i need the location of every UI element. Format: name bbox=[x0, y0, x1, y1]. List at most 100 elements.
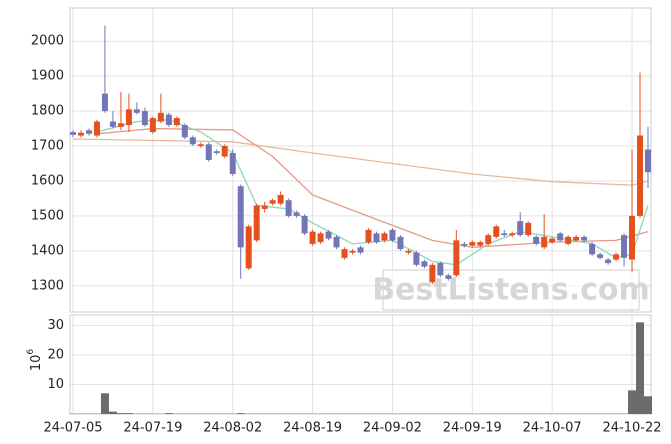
volume-bar bbox=[164, 413, 173, 414]
candle-body bbox=[317, 233, 324, 243]
candle-body bbox=[365, 229, 372, 243]
candle-body bbox=[133, 109, 140, 113]
candle-body bbox=[181, 125, 188, 138]
volume-bar bbox=[108, 411, 117, 414]
candle-body bbox=[485, 235, 492, 244]
candle-body bbox=[509, 233, 516, 236]
y-label-exponent: 6 bbox=[26, 349, 36, 355]
candle-body bbox=[70, 132, 76, 135]
candle-body bbox=[525, 222, 532, 236]
candle-body bbox=[429, 264, 436, 283]
y-tick-label: 1600 bbox=[31, 173, 64, 188]
volume-bar bbox=[124, 413, 133, 414]
candle-body bbox=[141, 111, 148, 126]
candle-body bbox=[533, 236, 540, 244]
candle-body bbox=[597, 254, 604, 258]
volume-bar bbox=[644, 396, 652, 414]
x-tick-label: 24-09-19 bbox=[443, 421, 502, 436]
x-tick-label: 24-10-22 bbox=[603, 421, 662, 436]
candle-body bbox=[613, 254, 620, 260]
candle-body bbox=[405, 250, 412, 253]
candle-body bbox=[477, 242, 484, 246]
candle-body bbox=[397, 236, 404, 250]
candle-body bbox=[253, 205, 260, 241]
candle-body bbox=[269, 200, 276, 204]
candle-body bbox=[565, 236, 572, 244]
candle-body bbox=[445, 275, 452, 279]
candle-body bbox=[349, 250, 356, 253]
candle-body bbox=[93, 121, 100, 136]
candle-body bbox=[413, 252, 420, 265]
y-label-base: 10 bbox=[29, 355, 44, 372]
candle-body bbox=[309, 231, 316, 244]
y-label: 106 bbox=[26, 349, 44, 372]
candle-body bbox=[381, 233, 388, 241]
candle-body bbox=[165, 114, 172, 126]
y-tick-label: 1300 bbox=[31, 278, 64, 293]
candle-body bbox=[333, 236, 340, 248]
price-panel bbox=[69, 7, 652, 313]
candle-body bbox=[197, 144, 204, 147]
x-tick-label: 24-09-02 bbox=[363, 421, 422, 436]
candle-body bbox=[469, 242, 476, 246]
candle-body bbox=[373, 233, 380, 243]
y-tick-label: 20 bbox=[47, 347, 64, 362]
y-tick-label: 1700 bbox=[31, 139, 64, 154]
candle-body bbox=[293, 212, 300, 216]
candle-body bbox=[157, 112, 164, 122]
candle-body bbox=[629, 215, 636, 260]
candle-body bbox=[517, 221, 524, 236]
candle-body bbox=[189, 137, 196, 145]
candle-body bbox=[325, 231, 332, 239]
candle-body bbox=[621, 235, 628, 258]
candle-body bbox=[501, 233, 508, 236]
candle-body bbox=[453, 240, 460, 276]
candle-body bbox=[645, 149, 651, 173]
candle-body bbox=[101, 93, 108, 112]
candle-body bbox=[245, 226, 252, 269]
watermark: BestListens.com bbox=[372, 273, 650, 308]
candle-body bbox=[421, 261, 428, 267]
candle-body bbox=[149, 118, 156, 133]
candle-body bbox=[549, 238, 556, 243]
watermark-box bbox=[382, 269, 640, 311]
candle-body bbox=[357, 247, 364, 253]
candle-body bbox=[285, 200, 292, 216]
candle-body bbox=[581, 236, 588, 241]
y-tick-label: 1400 bbox=[31, 243, 64, 258]
moving-average bbox=[72, 138, 649, 186]
volume-bar bbox=[116, 413, 125, 414]
moving-average bbox=[96, 127, 649, 249]
candle-body bbox=[557, 233, 564, 241]
volume-bar bbox=[636, 322, 645, 414]
volume-bar bbox=[236, 413, 245, 414]
candle-body bbox=[637, 135, 644, 216]
candle-body bbox=[125, 109, 132, 126]
candle-body bbox=[205, 144, 212, 160]
candle-body bbox=[229, 153, 236, 174]
candle-body bbox=[277, 194, 284, 204]
candle-body bbox=[605, 259, 612, 264]
candle-body bbox=[437, 263, 444, 276]
volume-panel bbox=[69, 314, 652, 415]
candle-body bbox=[589, 243, 596, 255]
y-tick-label: 2000 bbox=[31, 34, 64, 49]
candle-body bbox=[301, 215, 308, 234]
x-tick-label: 24-07-19 bbox=[123, 421, 182, 436]
candle-body bbox=[493, 226, 500, 237]
candle-body bbox=[389, 229, 396, 241]
candle-body bbox=[109, 121, 116, 127]
volume-bar bbox=[100, 393, 109, 414]
y-tick-label: 1800 bbox=[31, 104, 64, 119]
y-tick-label: 30 bbox=[47, 318, 64, 333]
candle-body bbox=[173, 118, 180, 126]
y-tick-label: 1500 bbox=[31, 208, 64, 223]
candle-body bbox=[461, 243, 468, 246]
x-tick-label: 24-07-05 bbox=[43, 421, 102, 436]
x-tick-label: 24-08-02 bbox=[203, 421, 262, 436]
y-tick-label: 1900 bbox=[31, 69, 64, 84]
volume-bar bbox=[628, 390, 637, 414]
candle-body bbox=[541, 236, 548, 248]
candle-body bbox=[213, 151, 220, 154]
